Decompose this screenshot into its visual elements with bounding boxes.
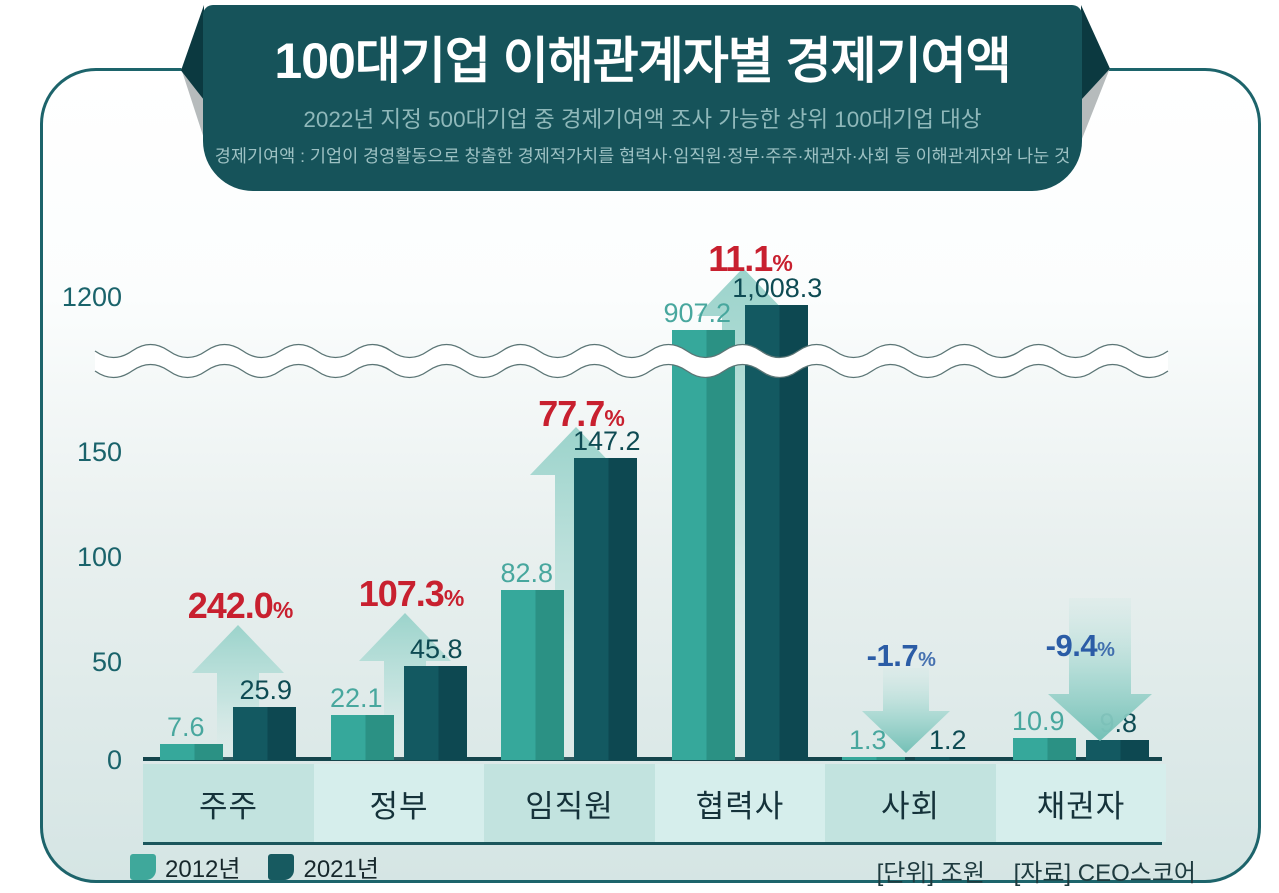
footer: [단위] 조원 [자료] CEO스코어 bbox=[0, 853, 1196, 888]
card bbox=[40, 68, 1261, 883]
unit-label: [단위] 조원 bbox=[876, 860, 985, 887]
legend-item-2021: 2021년 bbox=[268, 849, 379, 884]
legend-label-2021: 2021년 bbox=[303, 856, 379, 883]
legend-label-2012: 2012년 bbox=[165, 856, 241, 883]
legend: 2012년 2021년 bbox=[130, 849, 379, 884]
source-label: [자료] CEO스코어 bbox=[1013, 860, 1196, 887]
legend-swatch-2012 bbox=[130, 853, 156, 880]
legend-item-2012: 2012년 bbox=[130, 849, 240, 884]
legend-swatch-2021 bbox=[268, 853, 295, 880]
